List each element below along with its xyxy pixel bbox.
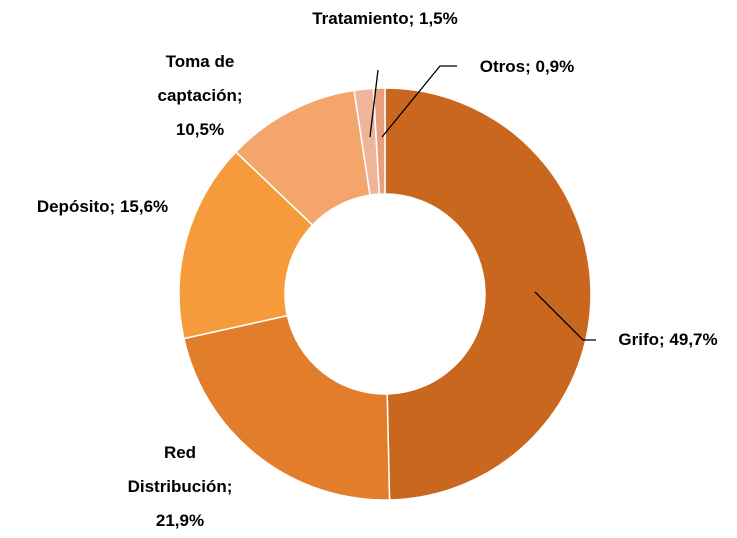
category-label: Red Distribución; [127, 443, 233, 496]
data-label: Tratamiento; 1,5% [265, 2, 505, 36]
leader-line [369, 69, 379, 138]
donut-slice [384, 87, 592, 501]
leader-line [381, 65, 457, 138]
value-label: 0,9% [535, 57, 575, 76]
category-label: Tratamiento; [312, 9, 415, 28]
category-label: Otros; [479, 57, 531, 76]
category-label: Depósito; [36, 197, 116, 216]
value-label: 15,6% [119, 197, 169, 216]
value-label: 1,5% [419, 9, 458, 28]
category-label: Grifo; [618, 330, 665, 349]
value-label: 21,9% [155, 511, 205, 530]
data-label: Otros; 0,9% [457, 50, 597, 84]
category-label: Toma de captación; [157, 52, 243, 105]
leader-line [534, 291, 596, 341]
donut-slice [182, 314, 391, 501]
data-label: Red Distribución; 21,9% [115, 436, 245, 538]
donut [178, 87, 592, 501]
data-label: Toma de captación; 10,5% [140, 45, 260, 147]
value-label: 49,7% [669, 330, 718, 349]
data-label: Grifo; 49,7% [598, 323, 737, 357]
data-label: Depósito; 15,6% [5, 190, 200, 224]
donut-slice [372, 87, 386, 195]
value-label: 10,5% [175, 120, 225, 139]
donut-slice [178, 150, 314, 340]
